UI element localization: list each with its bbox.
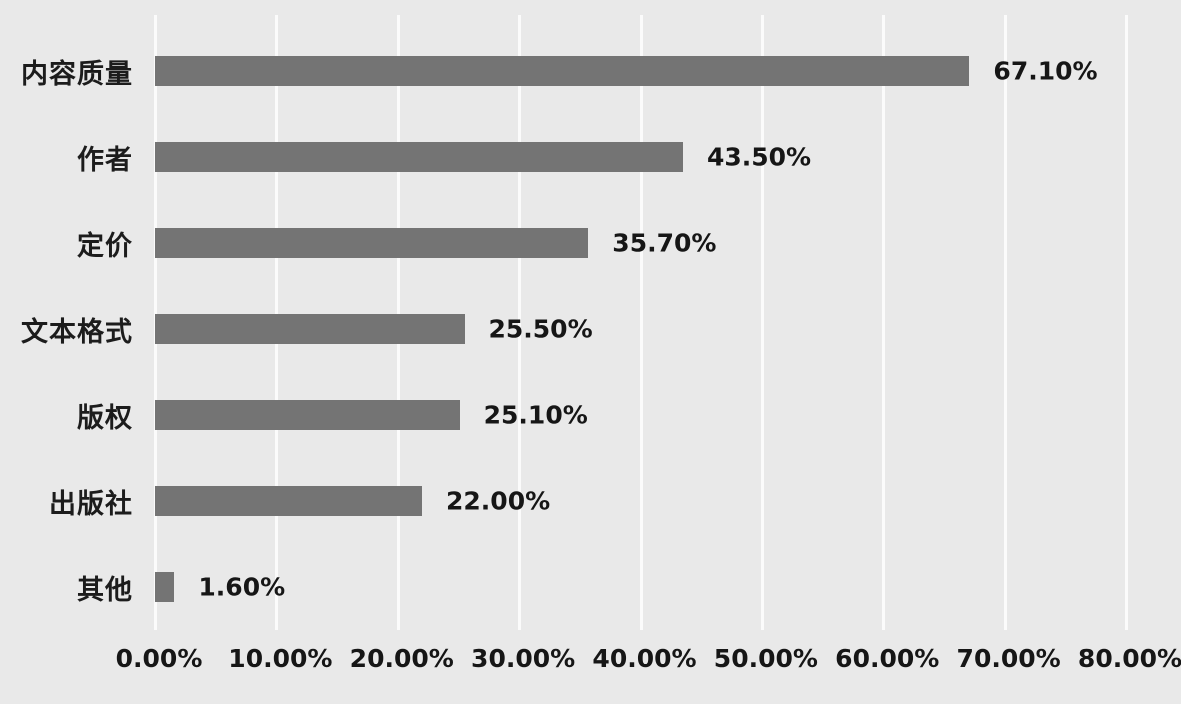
bar-row: 22.00% — [155, 458, 1181, 544]
x-tick-label: 80.00% — [1077, 644, 1181, 673]
x-tick-label: 70.00% — [956, 644, 1061, 673]
category-label: 内容质量 — [21, 58, 133, 90]
value-axis: 0.00% 10.00% 20.00% 30.00% 40.00% 50.00% 60.00… — [116, 638, 1181, 680]
category-label: 版权 — [77, 402, 133, 434]
bar-value-label: 43.50% — [706, 142, 812, 172]
bar-row: 25.10% — [155, 372, 1181, 458]
gridline — [1125, 15, 1128, 630]
category-label: 定价 — [77, 230, 133, 262]
gridline — [518, 15, 522, 630]
x-tick-label: 20.00% — [349, 644, 454, 673]
x-tick-label: 60.00% — [835, 644, 940, 673]
gridline — [760, 15, 764, 630]
bar-row: 67.10% — [155, 28, 1181, 114]
bar-value-label: 22.00% — [446, 486, 551, 516]
category-label: 作者 — [77, 144, 133, 176]
category-label: 文本格式 — [21, 316, 133, 348]
bar-value-label: 25.50% — [488, 314, 593, 344]
category-label: 其他 — [77, 574, 133, 606]
bar-row: 1.60% — [155, 544, 1181, 630]
bar — [155, 56, 970, 86]
bar-row: 25.50% — [155, 286, 1181, 372]
gridline — [1003, 15, 1007, 630]
category-label: 出版社 — [49, 488, 133, 520]
x-tick-label: 0.00% — [115, 644, 203, 673]
bar — [155, 314, 465, 344]
x-tick-label: 30.00% — [471, 644, 576, 673]
bar-value-label: 35.70% — [612, 228, 717, 258]
gridline — [639, 15, 643, 630]
bar — [155, 486, 423, 516]
bar — [155, 228, 589, 258]
bar-row: 35.70% — [155, 200, 1181, 286]
bar — [155, 142, 683, 172]
bar-row: 43.50% — [155, 114, 1181, 200]
x-tick-label: 40.00% — [592, 644, 697, 673]
x-tick-label: 10.00% — [228, 644, 333, 673]
bar — [155, 572, 175, 602]
bar-value-label: 1.60% — [198, 572, 286, 602]
gridline — [882, 15, 886, 630]
bar-value-label: 67.10% — [993, 56, 1098, 86]
x-tick-label: 50.00% — [713, 644, 818, 673]
bars-layer: 67.10% 43.50% 35.70% 25.50% 25.10% 22.00% 1.60… — [155, 28, 1181, 630]
bar-value-label: 25.10% — [483, 400, 588, 430]
bar — [155, 400, 460, 430]
category-axis: 内容质量作者定价文本格式版权出版社其他 — [0, 28, 143, 630]
